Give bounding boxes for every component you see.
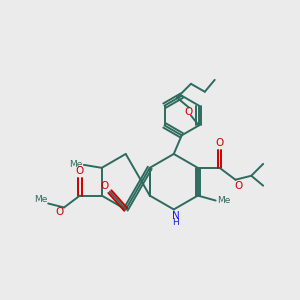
Text: O: O [101, 181, 109, 191]
Text: Me: Me [217, 196, 230, 205]
Text: O: O [76, 166, 84, 176]
Text: O: O [215, 138, 224, 148]
Text: Me: Me [69, 160, 82, 169]
Text: O: O [55, 207, 63, 218]
Text: O: O [234, 181, 242, 191]
Text: O: O [185, 106, 193, 117]
Text: N: N [172, 212, 180, 221]
Text: H: H [172, 218, 179, 227]
Text: Me: Me [34, 195, 48, 204]
